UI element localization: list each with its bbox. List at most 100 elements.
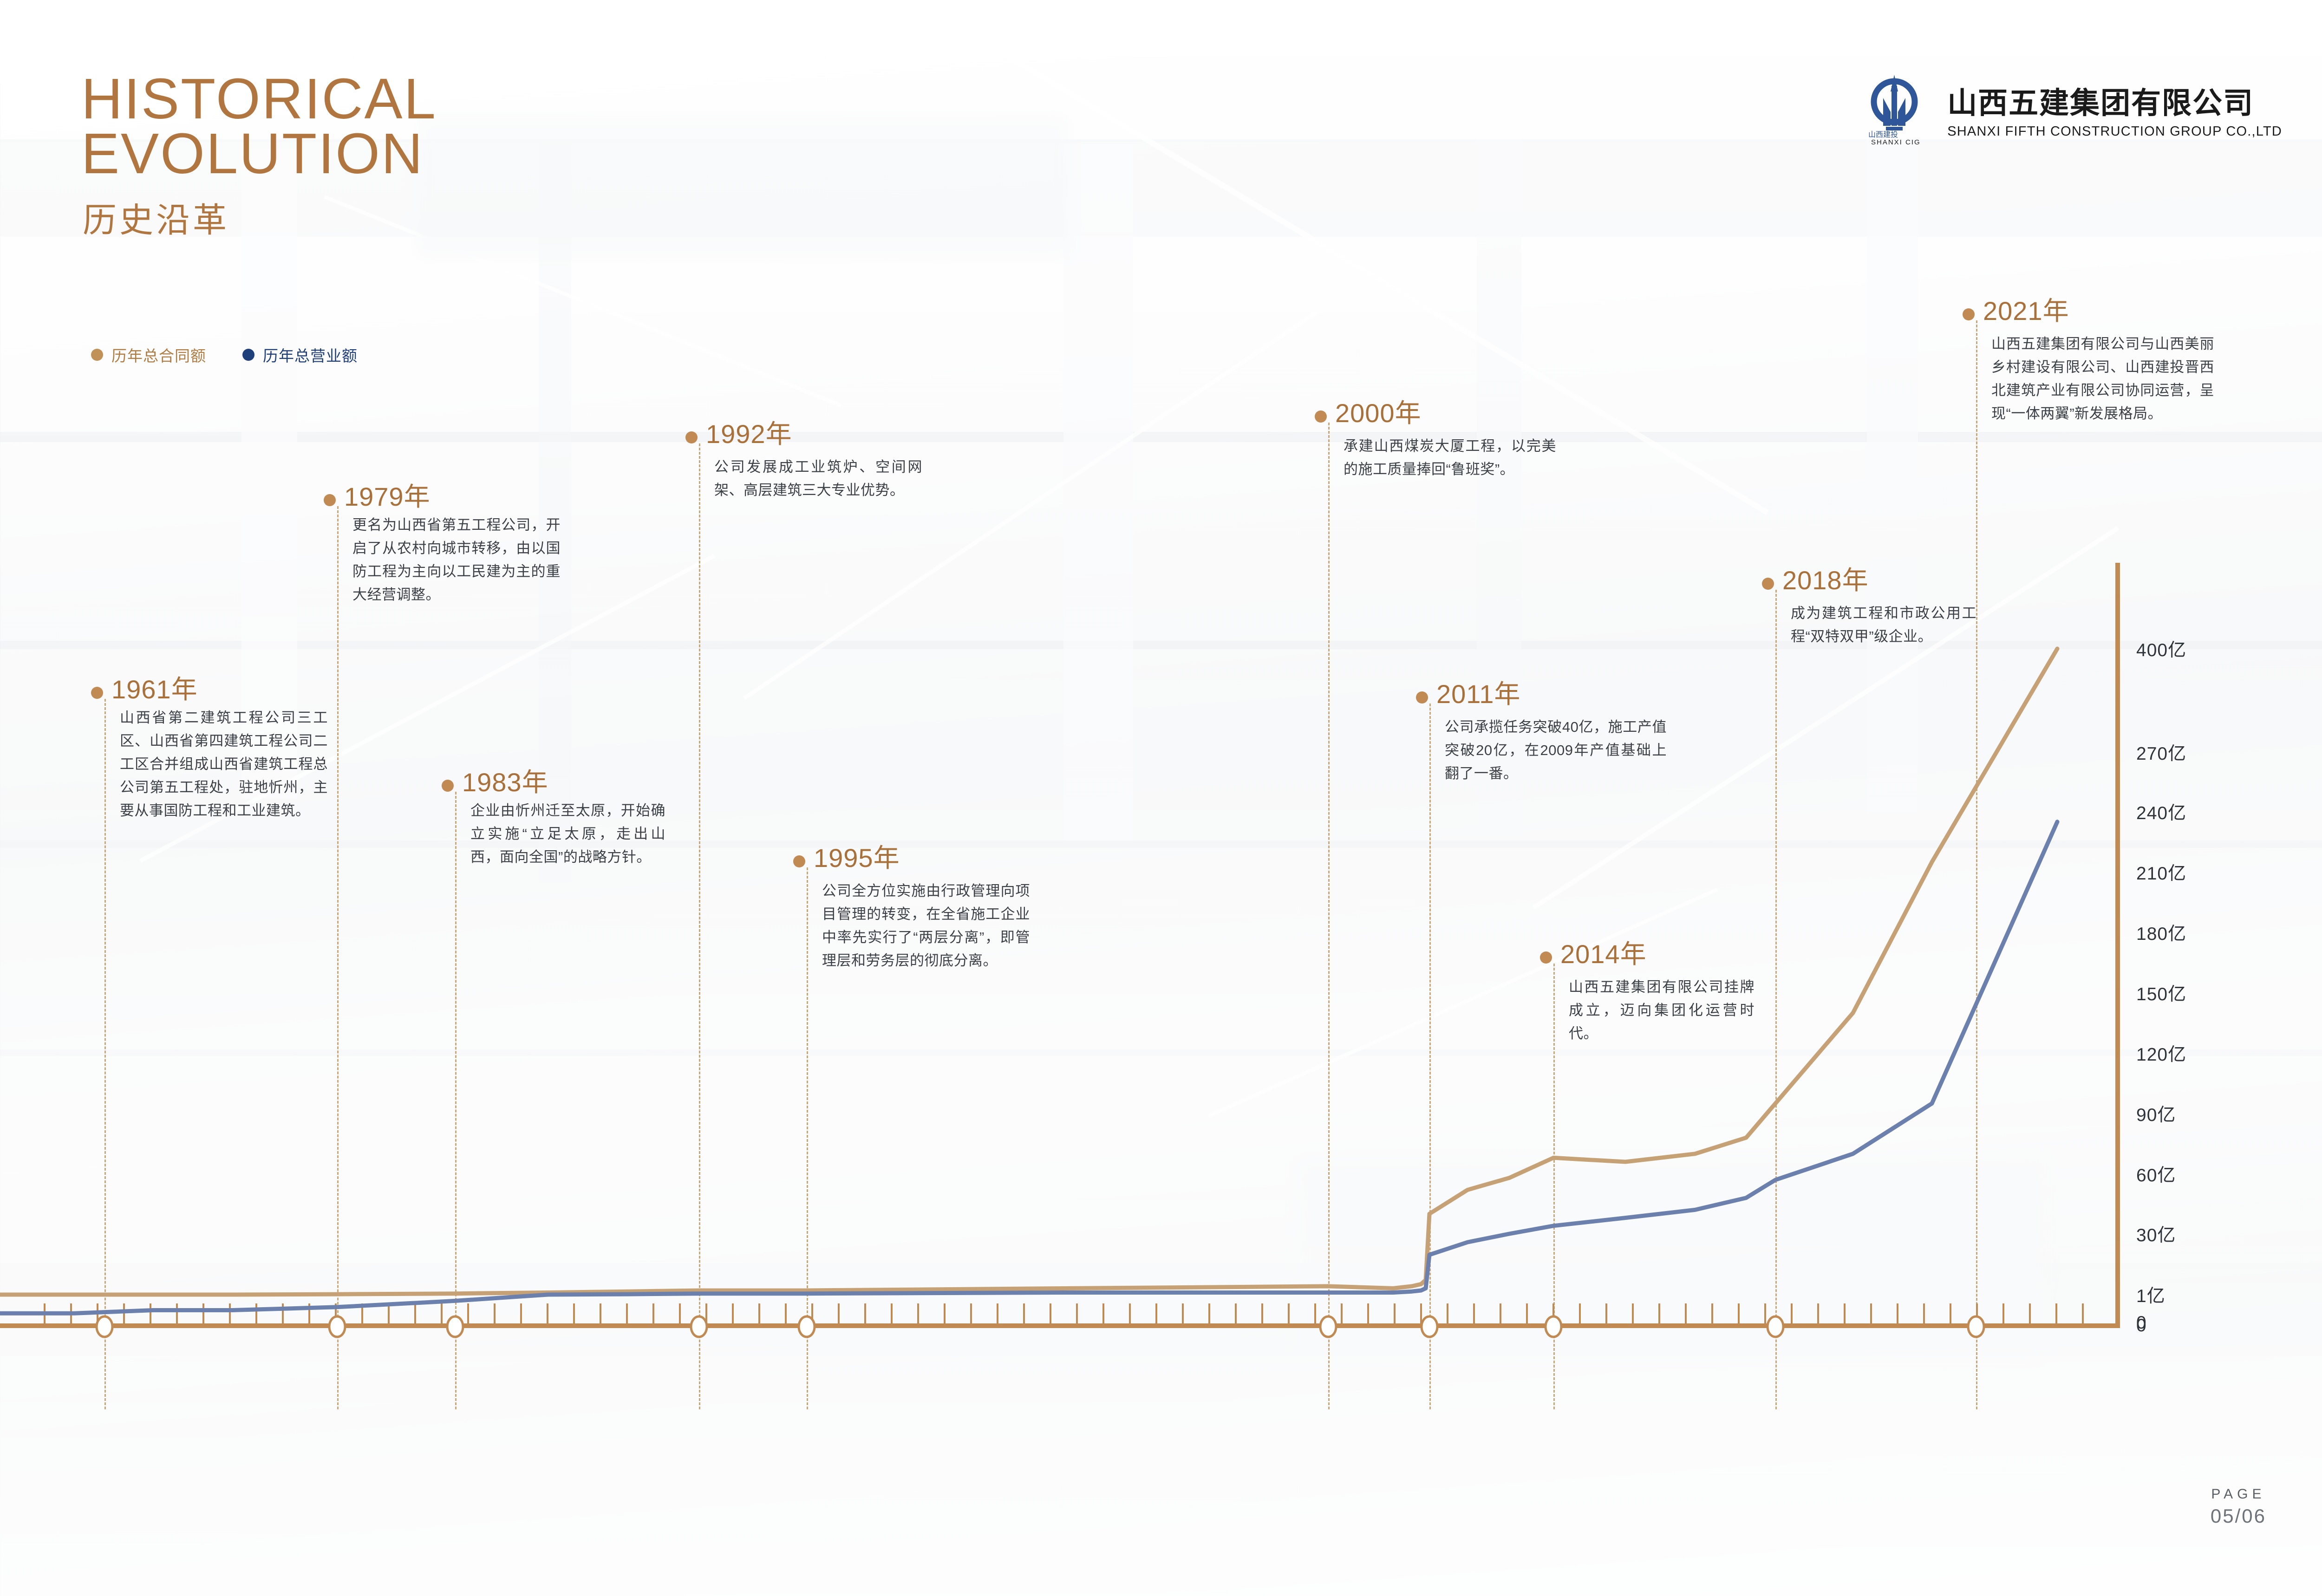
timeline-connector-2011 bbox=[1429, 704, 1431, 1409]
timeline-text-2000: 承建山西煤炭大厦工程，以完美的施工质量捧回“鲁班奖”。 bbox=[1344, 438, 1556, 477]
timeline-item-2018[interactable]: 2018年 成为建筑工程和市政公用工程“双特双甲”级企业。 bbox=[1762, 567, 1994, 648]
chart-svg bbox=[0, 563, 2120, 1338]
timeline-head-2000: 2000年 bbox=[1315, 399, 1565, 427]
legend-label-contract: 历年总合同额 bbox=[111, 347, 206, 365]
timeline-text-2018: 成为建筑工程和市政公用工程“双特双甲”级企业。 bbox=[1791, 605, 1976, 645]
logo-company-cn: 山西五建集团有限公司 bbox=[1947, 86, 2254, 120]
x-axis-year-marker-2011 bbox=[1420, 1315, 1439, 1338]
timeline-marker-dot-1983 bbox=[442, 780, 454, 792]
timeline-text-2014: 山西五建集团有限公司挂牌成立，迈向集团化运营时代。 bbox=[1569, 979, 1755, 1042]
timeline-item-1995[interactable]: 1995年 公司全方位实施由行政管理向项目管理的转变，在全省施工企业中率先实行了… bbox=[793, 844, 1035, 972]
timeline-text-2021: 山西五建集团有限公司与山西美丽乡村建设有限公司、山西建投晋西北建筑产业有限公司协… bbox=[1991, 336, 2214, 422]
timeline-connector-1992 bbox=[699, 443, 700, 1409]
timeline-item-1961[interactable]: 1961年 山西省第二建筑工程公司三工区、山西省第四建筑工程公司二工区合并组成山… bbox=[91, 676, 333, 822]
page-footer: PAGE 05/06 bbox=[2211, 1486, 2266, 1527]
x-axis-year-marker-1961 bbox=[95, 1315, 114, 1338]
y-axis-tick-label: 90亿 bbox=[2136, 1105, 2176, 1125]
line-series-contract bbox=[0, 646, 2060, 1297]
timeline-marker-dot-2021 bbox=[1963, 308, 1975, 320]
timeline-year-2000: 2000年 bbox=[1335, 398, 1422, 428]
timeline-head-1961: 1961年 bbox=[91, 676, 333, 704]
timeline-head-1979: 1979年 bbox=[324, 483, 565, 511]
timeline-year-1979: 1979年 bbox=[344, 482, 430, 511]
timeline-year-1961: 1961年 bbox=[111, 675, 198, 704]
timeline-connector-2000 bbox=[1328, 423, 1330, 1409]
y-axis-tick-label: 150亿 bbox=[2136, 984, 2187, 1004]
timeline-connector-1961 bbox=[104, 699, 106, 1409]
timeline-marker-dot-2000 bbox=[1315, 410, 1327, 423]
timeline-head-1983: 1983年 bbox=[442, 769, 674, 796]
timeline-item-2011[interactable]: 2011年 公司承揽任务突破40亿，施工产值突破20亿，在2009年产值基础上翻… bbox=[1416, 680, 1676, 785]
legend-item-revenue[interactable]: 历年总营业额 bbox=[242, 344, 358, 366]
x-axis-year-marker-1992 bbox=[690, 1315, 708, 1338]
timeline-item-2021[interactable]: 2021年 山西五建集团有限公司与山西美丽乡村建设有限公司、山西建投晋西北建筑产… bbox=[1963, 297, 2223, 425]
timeline-text-1995: 公司全方位实施由行政管理向项目管理的转变，在全省施工企业中率先实行了“两层分离”… bbox=[822, 883, 1030, 969]
timeline-item-1983[interactable]: 1983年 企业由忻州迁至太原，开始确立实施“立足太原，走出山西，面向全国”的战… bbox=[442, 769, 674, 869]
historical-evolution-chart: 400亿 270亿 240亿 210亿 180亿 150亿 120亿 90亿 60亿 30亿 1亿 0… bbox=[0, 548, 2322, 1430]
company-logo: 山西建投 SHANXI CIG 山西五建集团有限公司 SHANXI FIFTH … bbox=[1865, 72, 2282, 146]
logo-text-block: 山西五建集团有限公司 SHANXI FIFTH CONSTRUCTION GRO… bbox=[1947, 79, 2282, 139]
timeline-connector-1983 bbox=[455, 792, 457, 1409]
timeline-marker-dot-1992 bbox=[685, 431, 698, 443]
x-axis-year-marker-1979 bbox=[328, 1315, 346, 1338]
timeline-year-2011: 2011年 bbox=[1436, 679, 1521, 709]
logo-company-en: SHANXI FIFTH CONSTRUCTION GROUP CO.,LTD bbox=[1947, 124, 2282, 139]
timeline-connector-1995 bbox=[807, 867, 808, 1409]
timeline-head-2021: 2021年 bbox=[1963, 297, 2223, 325]
y-axis-tick-label: 60亿 bbox=[2136, 1166, 2176, 1186]
timeline-marker-dot-1961 bbox=[91, 687, 103, 699]
timeline-head-1992: 1992年 bbox=[685, 420, 927, 448]
svg-text:山西建投: 山西建投 bbox=[1868, 130, 1898, 139]
timeline-head-2011: 2011年 bbox=[1416, 680, 1676, 708]
legend-item-contract[interactable]: 历年总合同额 bbox=[91, 344, 206, 366]
timeline-text-1979: 更名为山西省第五工程公司，开启了从农村向城市转移，由以国防工程为主向以工民建为主… bbox=[352, 517, 561, 603]
y-axis-tick-label: 180亿 bbox=[2136, 924, 2187, 944]
legend-label-revenue: 历年总营业额 bbox=[263, 347, 358, 365]
page-title-line1: HISTORICAL bbox=[81, 67, 437, 131]
page-title-line2: EVOLUTION bbox=[81, 122, 424, 186]
timeline-year-1983: 1983年 bbox=[462, 768, 548, 797]
x-axis-year-marker-1983 bbox=[446, 1315, 464, 1338]
page-header: HISTORICAL EVOLUTION 历史沿革 bbox=[0, 0, 2322, 260]
timeline-connector-2021 bbox=[1976, 320, 1977, 1409]
timeline-item-1992[interactable]: 1992年 公司发展成工业筑炉、空间网架、高层建筑三大专业优势。 bbox=[685, 420, 927, 502]
x-axis-year-marker-2018 bbox=[1766, 1315, 1785, 1338]
timeline-connector-1979 bbox=[337, 506, 339, 1409]
svg-text:SHANXI CIG: SHANXI CIG bbox=[1871, 138, 1921, 146]
timeline-head-1995: 1995年 bbox=[793, 844, 1035, 872]
y-axis-tick-label: 0 bbox=[2136, 1313, 2147, 1333]
logo-emblem-icon: 山西建投 SHANXI CIG bbox=[1865, 72, 1935, 146]
x-axis-year-marker-2021 bbox=[1967, 1315, 1985, 1338]
timeline-head-2018: 2018年 bbox=[1762, 567, 1994, 594]
y-axis-tick-label: 270亿 bbox=[2136, 744, 2187, 764]
x-axis-ticks bbox=[44, 1303, 2084, 1326]
timeline-connector-2018 bbox=[1775, 590, 1777, 1409]
timeline-text-1992: 公司发展成工业筑炉、空间网架、高层建筑三大专业优势。 bbox=[714, 459, 922, 498]
y-axis-tick-label: 240亿 bbox=[2136, 803, 2187, 823]
y-axis-tick-label-zero: 0 bbox=[2136, 1316, 2147, 1335]
legend-dot-contract bbox=[91, 349, 103, 361]
x-axis-year-marker-2000 bbox=[1319, 1315, 1337, 1338]
timeline-connector-2014 bbox=[1553, 964, 1555, 1409]
timeline-item-2000[interactable]: 2000年 承建山西煤炭大厦工程，以完美的施工质量捧回“鲁班奖”。 bbox=[1315, 399, 1565, 481]
y-axis-tick-label: 120亿 bbox=[2136, 1045, 2187, 1065]
timeline-year-2021: 2021年 bbox=[1983, 296, 2069, 326]
timeline-year-2018: 2018年 bbox=[1782, 566, 1869, 595]
timeline-marker-dot-2018 bbox=[1762, 578, 1774, 590]
y-axis-tick-label: 30亿 bbox=[2136, 1225, 2176, 1245]
page-title: HISTORICAL EVOLUTION bbox=[81, 67, 437, 186]
timeline-text-1961: 山西省第二建筑工程公司三工区、山西省第四建筑工程公司二工区合并组成山西省建筑工程… bbox=[120, 710, 328, 819]
x-axis-year-markers bbox=[95, 1315, 1985, 1338]
y-axis-tick-label: 210亿 bbox=[2136, 864, 2187, 884]
footer-page-word: PAGE bbox=[2211, 1486, 2266, 1502]
footer-page-number: 05/06 bbox=[2210, 1505, 2266, 1527]
timeline-text-1983: 企业由忻州迁至太原，开始确立实施“立足太原，走出山西，面向全国”的战略方针。 bbox=[470, 802, 665, 865]
timeline-item-2014[interactable]: 2014年 山西五建集团有限公司挂牌成立，迈向集团化运营时代。 bbox=[1540, 940, 1772, 1045]
timeline-marker-dot-1979 bbox=[324, 494, 336, 506]
x-axis-year-marker-2014 bbox=[1544, 1315, 1563, 1338]
timeline-item-1979[interactable]: 1979年 更名为山西省第五工程公司，开启了从农村向城市转移，由以国防工程为主向… bbox=[324, 483, 565, 606]
timeline-head-2014: 2014年 bbox=[1540, 940, 1772, 968]
x-axis-year-marker-1995 bbox=[797, 1315, 816, 1338]
